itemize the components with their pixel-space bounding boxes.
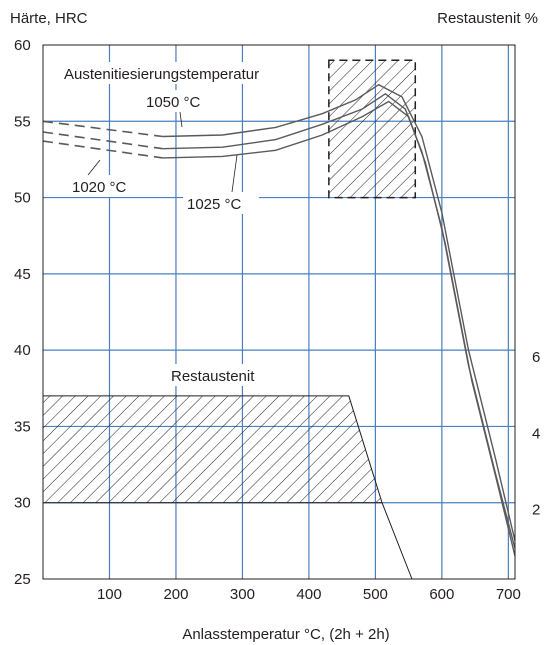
x-axis-label: Anlasstemperatur °C, (2h + 2h) xyxy=(182,626,389,643)
series-lines xyxy=(42,83,516,557)
leader-1020 xyxy=(87,159,101,176)
tick-labels: 100 200 300 400 500 600 700 25 30 35 40 45 50 55 60 6 4 2 xyxy=(14,37,540,603)
hatched-region-restaustenit xyxy=(42,395,413,580)
leader-1050 xyxy=(179,111,183,128)
x-tick-label: 600 xyxy=(429,586,454,603)
label-1020: 1020 °C xyxy=(72,179,127,196)
y-tick-label: 55 xyxy=(14,113,31,130)
right-tick-label: 6 xyxy=(532,349,540,366)
label-1025: 1025 °C xyxy=(187,196,242,213)
y-tick-label: 40 xyxy=(14,342,31,359)
x-tick-label: 400 xyxy=(296,586,321,603)
right-tick-label: 4 xyxy=(532,425,540,442)
y-axis-right-label: Restaustenit % xyxy=(437,10,538,27)
retained-austenite-label: Restaustenit xyxy=(171,368,255,385)
y-tick-label: 60 xyxy=(14,37,31,54)
x-tick-label: 700 xyxy=(496,586,521,603)
hatched-regions xyxy=(42,59,417,580)
series-1025-dashed xyxy=(42,131,163,150)
series-1050-line xyxy=(162,83,516,542)
x-tick-label: 500 xyxy=(363,586,388,603)
plot-frame xyxy=(42,44,516,580)
series-1020-line xyxy=(162,100,516,557)
y-tick-label: 30 xyxy=(14,495,31,512)
y-tick-label: 50 xyxy=(14,190,31,207)
label-1050: 1050 °C xyxy=(146,94,201,111)
austenitizing-label: Austenitiesierungstemperatur xyxy=(64,66,259,83)
hatched-region-upper xyxy=(328,59,417,199)
y-tick-label: 45 xyxy=(14,266,31,283)
y-tick-label: 35 xyxy=(14,418,31,435)
y-axis-left-label: Härte, HRC xyxy=(10,10,88,27)
y-tick-label: 25 xyxy=(14,571,31,588)
x-tick-label: 100 xyxy=(97,586,122,603)
leader-1025 xyxy=(231,154,238,193)
x-tick-label: 200 xyxy=(163,586,188,603)
annotations: Austenitiesierungstemperatur 1050 °C 102… xyxy=(60,62,306,386)
grid xyxy=(43,45,515,579)
x-tick-label: 300 xyxy=(230,586,255,603)
series-1020-dashed xyxy=(42,140,163,159)
series-1050-dashed xyxy=(42,120,163,138)
right-tick-label: 2 xyxy=(532,502,540,519)
